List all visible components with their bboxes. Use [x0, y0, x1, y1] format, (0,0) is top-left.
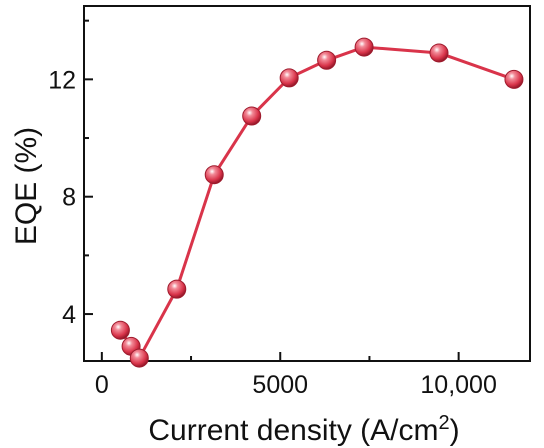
x-axis-title: Current density (A/cm2)	[148, 412, 459, 447]
y-tick-label: 12	[48, 66, 76, 94]
data-point	[242, 106, 262, 126]
data-point	[317, 50, 337, 70]
data-series	[110, 37, 524, 368]
x-tick-label: 10,000	[420, 371, 496, 399]
plot-frame	[83, 5, 531, 362]
data-point	[129, 348, 149, 368]
data-point	[429, 43, 449, 63]
y-axis-title: EQE (%)	[10, 127, 43, 245]
series-line	[119, 45, 515, 360]
x-axis-ticks: 0 5000 10,000	[95, 352, 497, 399]
x-tick-label: 5000	[252, 371, 308, 399]
y-tick-label: 4	[62, 301, 76, 329]
data-point	[279, 68, 299, 88]
data-point	[204, 165, 224, 185]
data-point	[354, 37, 374, 57]
data-point	[167, 279, 187, 299]
x-tick-label: 0	[95, 371, 109, 399]
y-tick-label: 8	[62, 184, 76, 212]
data-point	[504, 69, 524, 89]
data-point	[110, 320, 130, 340]
y-axis-ticks: 4 8 12	[48, 19, 93, 329]
